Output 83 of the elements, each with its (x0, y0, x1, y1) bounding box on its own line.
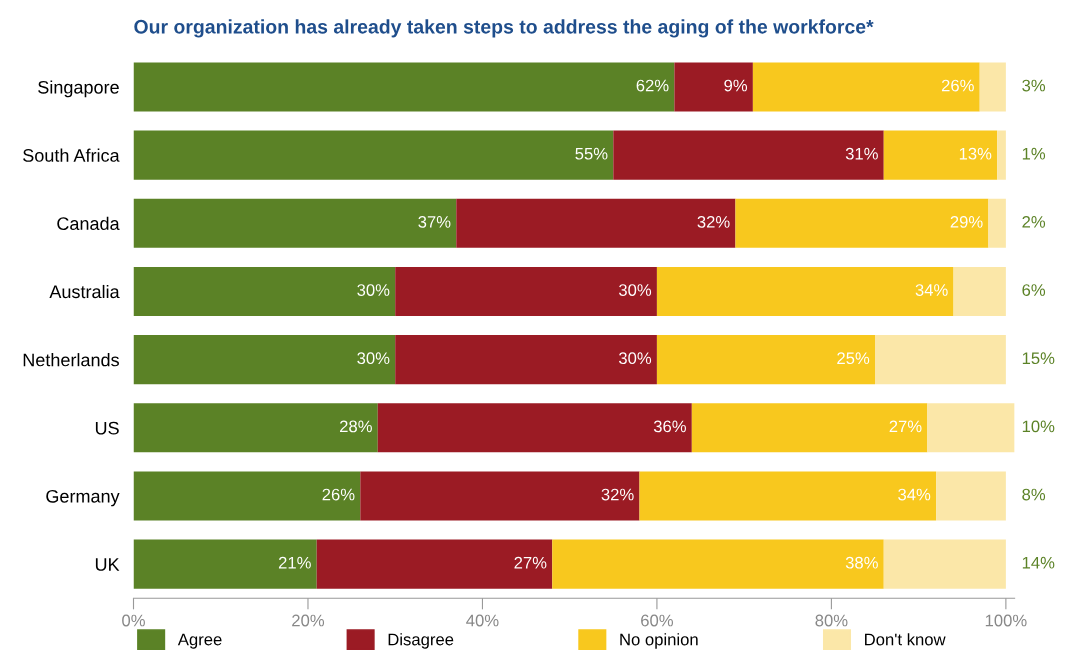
data-label: 6% (1022, 284, 1046, 296)
data-label: 36% (653, 420, 686, 433)
data-label: 3% (1022, 79, 1046, 92)
bar (639, 471, 937, 521)
y-tick-label: Germany (46, 489, 120, 507)
bar (875, 335, 1006, 385)
bar (997, 130, 1006, 180)
data-label: 30% (357, 284, 390, 296)
bar (735, 198, 989, 248)
data-label: 38% (845, 556, 878, 569)
data-label: 21% (278, 556, 311, 569)
data-label: 30% (618, 352, 652, 365)
bar (988, 198, 1006, 248)
bar (133, 335, 396, 385)
data-label: 13% (959, 147, 992, 160)
y-tick-label: South Africa (23, 148, 120, 162)
bar (883, 130, 998, 180)
bar (133, 403, 378, 453)
data-label: 32% (697, 215, 730, 228)
bar (316, 539, 553, 589)
data-label: 26% (322, 488, 355, 501)
bar (133, 539, 317, 589)
x-tick-label: 40% (466, 614, 499, 627)
data-label: 25% (837, 352, 870, 365)
bar (936, 471, 1006, 521)
legend-label: No opinion (620, 633, 698, 649)
data-label: 27% (514, 556, 547, 569)
data-label: 26% (941, 79, 974, 92)
data-label: 1% (1022, 147, 1046, 160)
bar (133, 62, 675, 112)
x-tick-label: 20% (292, 614, 325, 627)
bar (656, 335, 876, 385)
y-tick-label: Singapore (38, 80, 119, 98)
data-label: 29% (950, 215, 983, 228)
data-label: 2% (1022, 215, 1046, 228)
x-tick-label: 80% (815, 614, 848, 627)
data-label: 31% (845, 147, 878, 160)
data-label: 15% (1022, 352, 1055, 365)
legend-label: Disagree (388, 633, 454, 649)
legend-label: Agree (177, 633, 222, 649)
bar (883, 539, 1006, 589)
bar (133, 130, 614, 180)
x-tick-label: 100% (985, 614, 1027, 627)
bar (133, 198, 457, 248)
data-label: 34% (915, 284, 948, 296)
bar (456, 198, 736, 248)
y-tick-label: US (95, 421, 119, 435)
bar (133, 471, 361, 521)
legend-label: Don't know (865, 633, 946, 646)
data-label: 34% (898, 488, 931, 501)
bar (691, 403, 928, 453)
bar (674, 62, 753, 112)
x-tick-label: 0% (122, 614, 145, 627)
data-label: 14% (1022, 556, 1055, 569)
data-label: 8% (1022, 488, 1046, 501)
bar (752, 62, 980, 112)
data-label: 55% (575, 147, 608, 160)
data-label: 10% (1022, 420, 1055, 433)
bar (395, 335, 657, 385)
data-label: 37% (418, 215, 451, 228)
data-label: 27% (889, 420, 922, 433)
y-tick-label: Canada (57, 216, 120, 231)
bar (979, 62, 1006, 112)
chart-title: Our organization has already taken steps to address the aging of the workforce* (134, 19, 874, 38)
y-tick-label: UK (95, 558, 120, 571)
bar (395, 266, 657, 316)
bar (613, 130, 884, 180)
bar (953, 266, 1006, 316)
data-label: 9% (724, 79, 748, 92)
x-tick-label: 60% (641, 614, 674, 627)
data-label: 28% (340, 420, 372, 433)
data-label: 30% (357, 352, 390, 365)
data-label: 62% (636, 79, 669, 92)
bar (133, 266, 396, 316)
bar (656, 266, 954, 316)
data-label: 32% (601, 488, 634, 501)
bar (377, 403, 692, 453)
bar (360, 471, 640, 521)
bar (552, 539, 884, 589)
y-tick-label: Netherlands (23, 353, 119, 367)
y-tick-label: Australia (49, 284, 120, 299)
bar (927, 403, 1015, 453)
data-label: 30% (618, 284, 652, 296)
